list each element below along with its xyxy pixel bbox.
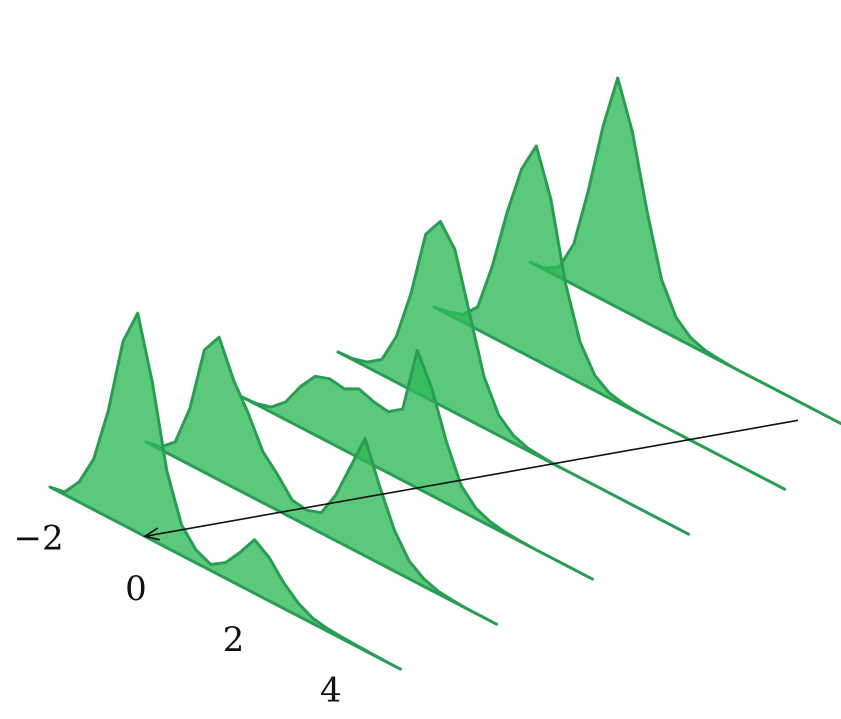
ridge-series-6 bbox=[528, 76, 841, 426]
ridge-series-3 bbox=[240, 348, 595, 581]
x-tick-label: 4 bbox=[320, 670, 342, 710]
depth-axis-arrowhead bbox=[143, 527, 160, 541]
ridge-series-5 bbox=[432, 144, 787, 491]
x-tick-label: 2 bbox=[223, 620, 245, 660]
ridges-layer bbox=[48, 76, 841, 671]
x-tick-label: −2 bbox=[14, 519, 64, 559]
depth-axis-group bbox=[143, 419, 799, 541]
ridge-series-4 bbox=[336, 220, 691, 536]
x-tick-label: 0 bbox=[125, 569, 147, 609]
ridge-series-1 bbox=[48, 311, 403, 671]
x-tick-labels: −2 0 2 4 bbox=[14, 519, 342, 711]
depth-axis-line bbox=[144, 419, 799, 538]
